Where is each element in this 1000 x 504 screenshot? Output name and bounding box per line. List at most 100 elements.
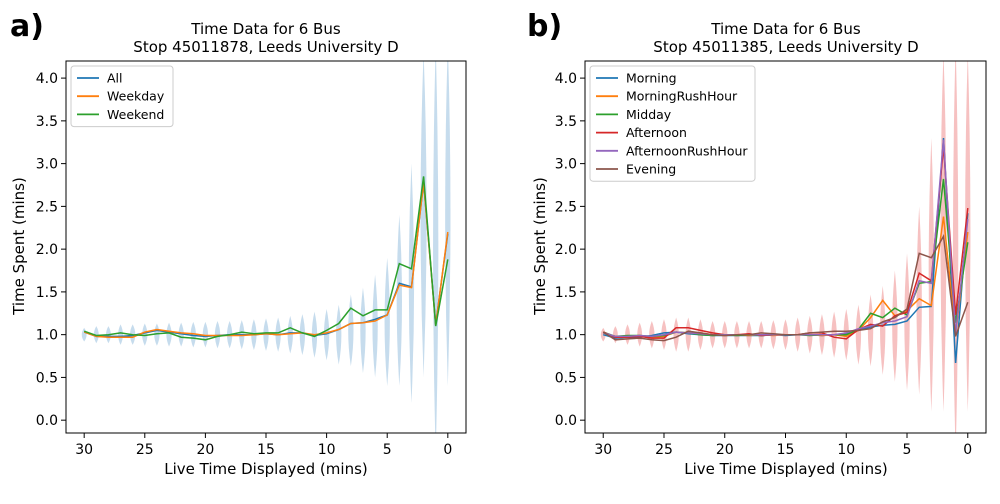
violins-a — [81, 61, 451, 433]
legend-b: Morning MorningRushHour Midday Afternoon Aft… — [589, 65, 756, 182]
y-tick-label-b: 3.0 — [555, 157, 577, 173]
legend-box-b — [589, 65, 756, 182]
legend-label-a: Weekend — [107, 107, 164, 122]
y-axis-label-a: Time Spent (mins) — [10, 177, 28, 316]
y-tick-label-b: 4.0 — [555, 71, 577, 87]
violin-a — [396, 214, 402, 386]
y-tick-label-b: 0.0 — [555, 413, 577, 429]
violin-a — [93, 326, 99, 344]
series-line-a-2 — [83, 176, 449, 341]
violin-a — [166, 322, 172, 347]
x-tick-label-b: 20 — [716, 442, 734, 458]
violin-b — [952, 61, 959, 433]
x-tick-label-a: 25 — [136, 442, 154, 458]
violin-a — [384, 257, 390, 386]
series-line-b-0 — [602, 137, 969, 363]
chart-title-b-line1: Time Data for 6 Bus — [710, 20, 861, 38]
series-line-b-5 — [602, 233, 969, 342]
violin-a — [142, 323, 148, 346]
violin-a — [287, 315, 293, 354]
legend-label-b: Morning — [626, 71, 677, 86]
legend-a: All Weekday Weekend — [70, 65, 174, 128]
x-tick-label-a: 15 — [257, 442, 275, 458]
violin-b — [673, 317, 679, 352]
violin-a — [214, 320, 221, 349]
series-line-b-2 — [602, 178, 969, 338]
x-tick-label-b: 5 — [903, 442, 912, 458]
violin-a — [263, 318, 269, 351]
x-tick-label-a: 20 — [196, 442, 214, 458]
y-tick-label-a: 1.5 — [36, 285, 58, 301]
y-tick-label-a: 2.0 — [36, 242, 58, 258]
violin-b — [612, 326, 618, 344]
x-tick-label-b: 30 — [594, 442, 612, 458]
legend-label-b: Midday — [626, 107, 672, 122]
y-tick-label-a: 1.0 — [36, 328, 58, 344]
legend-box-a — [70, 65, 174, 128]
x-axis-label-a: Live Time Displayed (mins) — [164, 460, 368, 478]
legend-label-a: All — [107, 71, 123, 86]
violin-b — [892, 270, 898, 382]
y-tick-label-b: 1.5 — [555, 285, 577, 301]
y-tick-label-b: 1.0 — [555, 328, 577, 344]
legend-label-b: Evening — [626, 162, 676, 177]
violin-a — [299, 314, 306, 356]
chart-title-a-line2: Stop 45011878, Leeds University D — [133, 38, 398, 56]
legend-label-b: Afternoon — [626, 125, 687, 140]
violin-a — [420, 61, 427, 378]
x-tick-label-b: 25 — [655, 442, 673, 458]
plot-area-b: 30 25 20 15 10 5 0 0.0 0.5 1.0 1.5 2.0 2.5 3.0 3.5 4.0 — [555, 60, 987, 458]
violin-a — [202, 321, 209, 348]
violin-b — [880, 285, 886, 375]
violin-b — [637, 322, 643, 347]
violin-a — [118, 324, 123, 345]
x-tick-label-b: 0 — [963, 442, 972, 458]
violin-a — [433, 61, 439, 433]
y-tick-label-a: 0.5 — [36, 370, 58, 386]
legend-label-b: MorningRushHour — [626, 89, 738, 104]
y-tick-label-b: 2.0 — [555, 242, 577, 258]
x-tick-label-a: 10 — [318, 442, 336, 458]
x-axis-label-b: Live Time Displayed (mins) — [684, 460, 888, 478]
panel-label-b: b) — [527, 9, 562, 44]
panel-label-a: a) — [10, 9, 44, 44]
violin-a — [178, 322, 184, 347]
y-tick-label-a: 0.0 — [36, 413, 58, 429]
violin-a — [336, 304, 342, 365]
violin-a — [348, 294, 354, 367]
y-tick-label-a: 2.5 — [36, 199, 58, 215]
series-line-a-1 — [83, 182, 449, 338]
x-tick-label-a: 0 — [443, 442, 452, 458]
legend-label-a: Weekday — [107, 89, 165, 104]
chart-panel-a: a) Time Data for 6 Bus Stop 45011878, Le… — [10, 9, 467, 478]
y-tick-label-b: 0.5 — [555, 370, 577, 386]
violin-b — [855, 304, 862, 365]
violin-a — [445, 61, 451, 386]
y-tick-label-a: 3.5 — [36, 114, 58, 130]
y-tick-label-a: 3.0 — [36, 157, 58, 173]
chart-title-a-line1: Time Data for 6 Bus — [190, 20, 341, 38]
series-line-b-1 — [602, 216, 969, 338]
y-tick-label-b: 3.5 — [555, 114, 577, 130]
legend-label-b: AfternoonRushHour — [626, 143, 748, 158]
y-axis-label-b: Time Spent (mins) — [531, 177, 549, 316]
y-tick-label-a: 4.0 — [36, 71, 58, 87]
violin-a — [81, 327, 87, 342]
x-tick-label-b: 10 — [837, 442, 855, 458]
plot-area-a: 30 25 20 15 10 5 0 0.0 0.5 1.0 1.5 2.0 2.5 3.0 3.5 4.0 — [36, 60, 467, 458]
series-line-a-0 — [83, 182, 449, 338]
chart-panel-b: b) Time Data for 6 Bus Stop 45011385, Le… — [527, 9, 987, 478]
violin-b — [904, 253, 910, 391]
violin-a — [323, 309, 330, 361]
violin-a — [360, 287, 366, 374]
violin-b — [625, 324, 630, 345]
x-tick-label-a: 5 — [383, 442, 392, 458]
violin-a — [372, 274, 378, 378]
violin-b — [867, 294, 874, 367]
x-tick-label-b: 15 — [777, 442, 795, 458]
violin-a — [190, 321, 196, 348]
chart-title-b-line2: Stop 45011385, Leeds University D — [653, 38, 918, 56]
violin-b — [649, 320, 655, 349]
